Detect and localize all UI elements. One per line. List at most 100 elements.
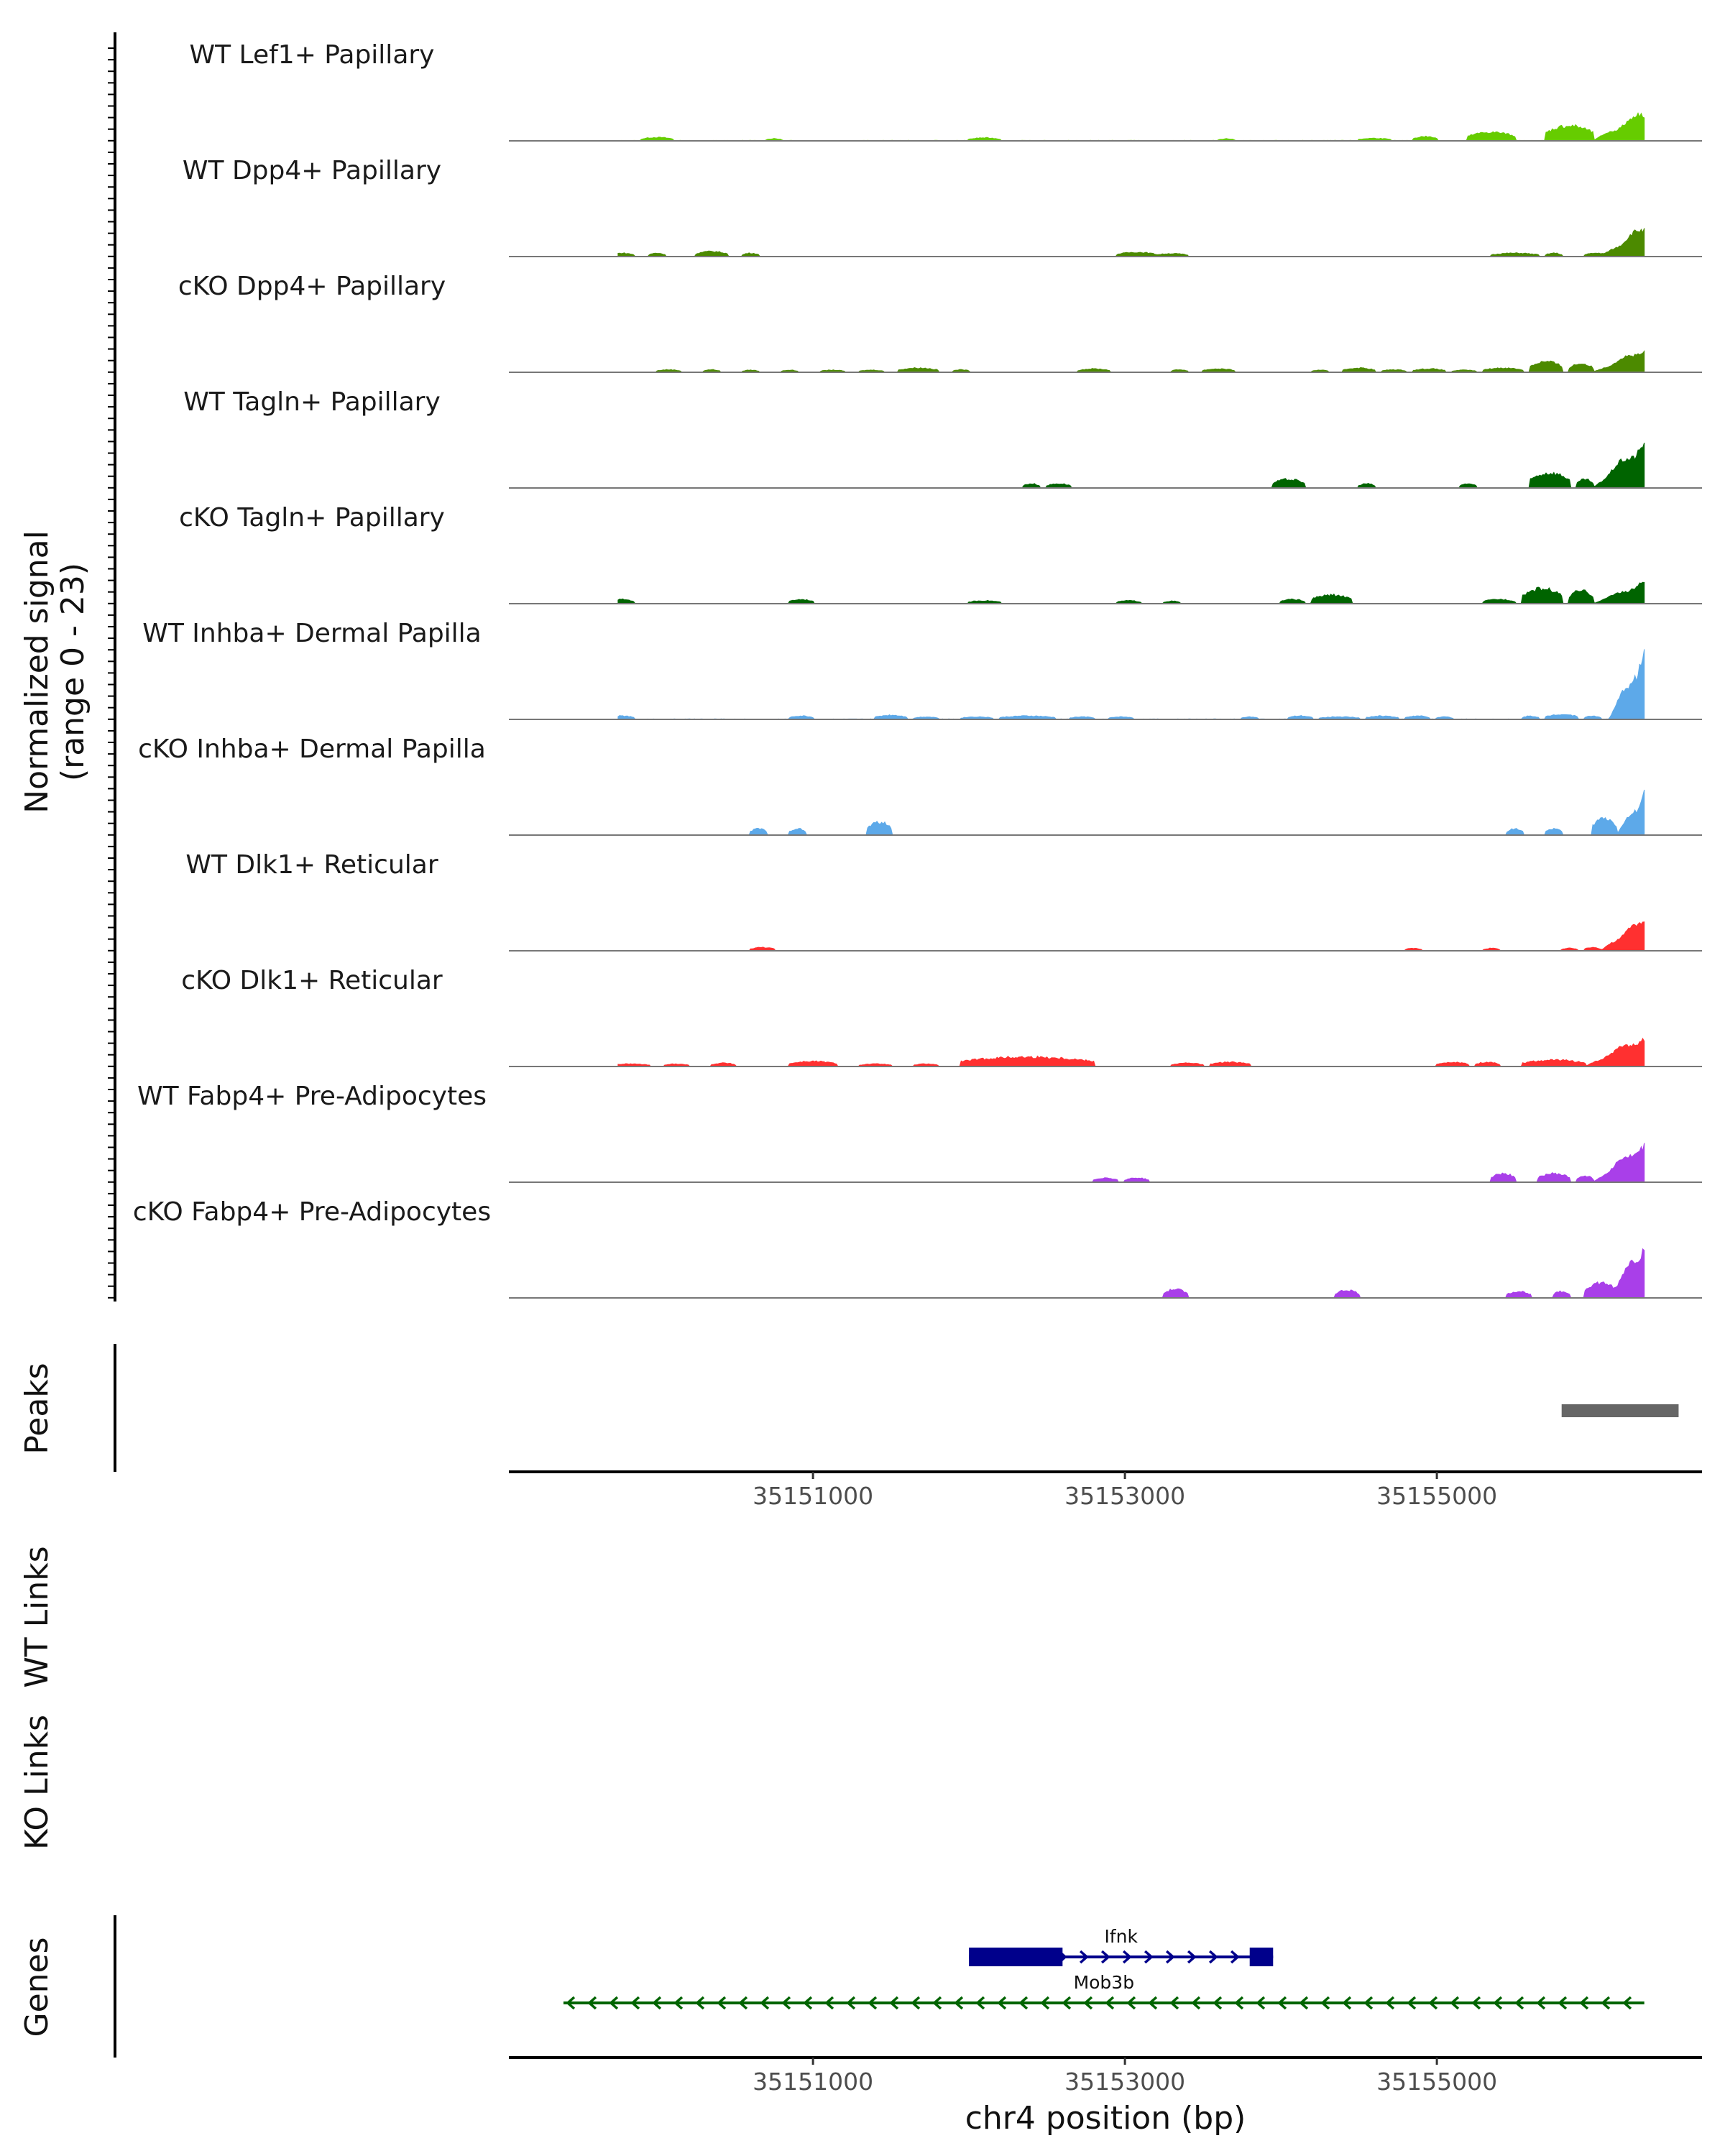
track-label: cKO Dpp4+ Papillary — [178, 272, 446, 301]
track-signal — [617, 228, 1645, 257]
strand-chevron — [803, 1996, 813, 2010]
strand-chevron — [1187, 1950, 1197, 1964]
track-label: WT Fabp4+ Pre-Adipocytes — [137, 1082, 487, 1111]
strand-chevron — [760, 1996, 770, 2010]
strand-chevron — [1450, 1996, 1460, 2010]
track-10: cKO Fabp4+ Pre-Adipocytes — [133, 1197, 1702, 1299]
track-signal — [617, 649, 1645, 720]
strand-chevron — [630, 1996, 640, 2010]
x-ticks-bottom: 35151000 35153000 35155000 — [753, 2058, 1497, 2096]
strand-chevron — [566, 1996, 576, 2010]
ko-links-label: KO Links — [19, 1715, 55, 1850]
gene-label: Mob3b — [1074, 1972, 1135, 1993]
track-label: WT Dlk1+ Reticular — [185, 850, 438, 880]
strand-chevron — [1126, 1996, 1136, 2010]
strand-chevron — [1083, 1996, 1093, 2010]
x-ticks-top: 35151000 35153000 35155000 — [753, 1472, 1497, 1510]
strand-chevron — [1385, 1996, 1395, 2010]
strand-chevron — [587, 1996, 597, 2010]
track-signal — [617, 789, 1645, 836]
track-label: WT Dpp4+ Papillary — [183, 156, 441, 185]
strand-chevron — [738, 1996, 748, 2010]
x-tick-label: 35153000 — [1064, 1482, 1185, 1510]
x-tick-label: 35151000 — [753, 2068, 873, 2096]
x-axis-label: chr4 position (bp) — [965, 2100, 1246, 2137]
track-label: cKO Fabp4+ Pre-Adipocytes — [133, 1197, 491, 1227]
peak-region — [1561, 1404, 1679, 1417]
strand-chevron — [1514, 1996, 1524, 2010]
coverage-tracks: WT Lef1+ Papillary WT Dpp4+ Papillary cKO … — [133, 40, 1702, 1299]
strand-chevron — [1191, 1996, 1201, 2010]
strand-chevron — [1122, 1950, 1132, 1964]
track-7: WT Dlk1+ Reticular — [185, 850, 1702, 952]
track-label: WT Inhba+ Dermal Papilla — [142, 619, 481, 648]
track-signal — [617, 1037, 1645, 1067]
track-label: cKO Dlk1+ Reticular — [181, 966, 443, 995]
y-axis-label-range: (range 0 - 23) — [55, 563, 91, 781]
strand-chevron — [1234, 1996, 1244, 2010]
track-5: WT Inhba+ Dermal Papilla — [142, 619, 1702, 720]
y-axis-label: Normalized signal — [19, 530, 55, 814]
strand-chevron — [695, 1996, 705, 2010]
track-4: cKO Tagln+ Papillary — [179, 503, 1702, 604]
strand-chevron — [717, 1996, 727, 2010]
track-6: cKO Inhba+ Dermal Papilla — [138, 734, 1702, 836]
wt-links-label: WT Links — [19, 1546, 55, 1687]
strand-chevron — [1536, 1996, 1546, 2010]
track-signal — [617, 350, 1645, 373]
strand-chevron — [846, 1996, 856, 2010]
strand-chevron — [1299, 1996, 1309, 2010]
track-label: WT Tagln+ Papillary — [183, 387, 441, 417]
strand-chevron — [932, 1996, 942, 2010]
track-2: cKO Dpp4+ Papillary — [178, 272, 1702, 373]
strand-chevron — [1018, 1996, 1029, 2010]
strand-chevron — [911, 1996, 921, 2010]
strand-chevron — [1428, 1996, 1438, 2010]
strand-chevron — [1363, 1996, 1374, 2010]
track-8: cKO Dlk1+ Reticular — [181, 966, 1702, 1067]
track-label: WT Lef1+ Papillary — [190, 40, 435, 70]
strand-chevron — [1208, 1950, 1218, 1964]
strand-chevron — [1277, 1996, 1287, 2010]
strand-chevron — [1407, 1996, 1417, 2010]
peaks-regions — [1561, 1404, 1679, 1417]
strand-chevron — [1062, 1996, 1072, 2010]
x-tick-label: 35155000 — [1376, 1482, 1497, 1510]
strand-chevron — [868, 1996, 878, 2010]
strand-chevron — [1213, 1996, 1223, 2010]
strand-chevron — [1105, 1996, 1115, 2010]
strand-chevron — [1601, 1996, 1611, 2010]
gene-label: Ifnk — [1104, 1926, 1138, 1947]
strand-chevron — [1165, 1950, 1175, 1964]
strand-chevron — [1493, 1996, 1503, 2010]
strand-chevron — [1558, 1996, 1568, 2010]
gene-models: Ifnk Mob3b — [563, 1926, 1644, 2010]
strand-chevron — [1079, 1950, 1089, 1964]
strand-chevron — [997, 1996, 1007, 2010]
strand-chevron — [1342, 1996, 1352, 2010]
strand-chevron — [1471, 1996, 1481, 2010]
gene-mob3b: Mob3b — [563, 1972, 1644, 2010]
strand-chevron — [1622, 1996, 1632, 2010]
strand-chevron — [1169, 1996, 1179, 2010]
track-label: cKO Inhba+ Dermal Papilla — [138, 734, 486, 764]
strand-chevron — [1579, 1996, 1589, 2010]
strand-chevron — [1148, 1996, 1158, 2010]
track-signal — [617, 581, 1645, 604]
strand-chevron — [1040, 1996, 1050, 2010]
track-signal — [617, 442, 1645, 489]
x-tick-label: 35153000 — [1064, 2068, 1185, 2096]
track-3: WT Tagln+ Papillary — [183, 387, 1702, 489]
track-1: WT Dpp4+ Papillary — [183, 156, 1702, 257]
track-signal — [617, 1248, 1645, 1299]
peaks-label: Peaks — [19, 1363, 55, 1454]
strand-chevron — [889, 1996, 899, 2010]
strand-chevron — [1256, 1996, 1266, 2010]
track-signal — [617, 112, 1645, 142]
strand-chevron — [1320, 1996, 1330, 2010]
strand-chevron — [781, 1996, 791, 2010]
strand-chevron — [1144, 1950, 1154, 1964]
genes-label: Genes — [19, 1937, 55, 2037]
track-label: cKO Tagln+ Papillary — [179, 503, 445, 533]
